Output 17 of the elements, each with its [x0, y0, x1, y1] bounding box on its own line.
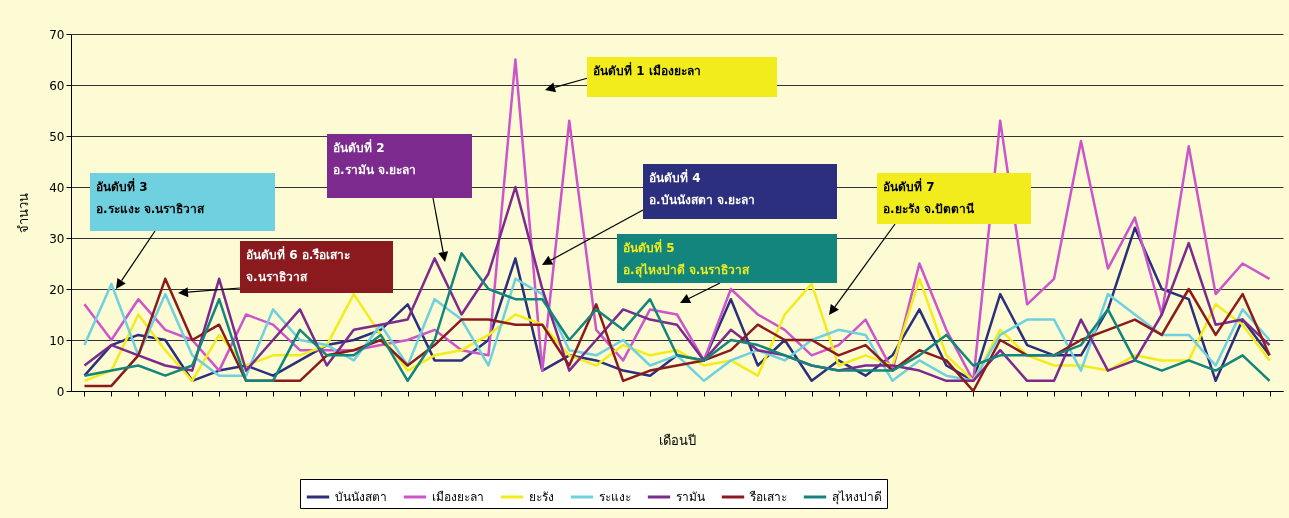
legend-label: รือเสาะ	[749, 490, 787, 504]
y-tick-label: 30	[49, 231, 65, 246]
legend-label: เมืองยะลา	[432, 490, 484, 504]
y-tick-label: 40	[49, 180, 65, 195]
y-axis-title: จำนวน	[16, 193, 32, 233]
y-tick-label: 70	[49, 27, 65, 42]
y-tick-label: 20	[49, 282, 65, 297]
legend-label: ระแงะ	[599, 490, 631, 504]
legend-label: สุไหงปาดี	[832, 490, 882, 505]
y-tick-label: 50	[49, 129, 65, 144]
y-tick-label: 10	[49, 333, 65, 348]
x-axis-title: เดือนปี	[659, 433, 696, 448]
legend-label: บันนังสตา	[335, 490, 387, 504]
y-tick-label: 60	[49, 78, 65, 93]
y-tick-label: 0	[56, 384, 65, 399]
legend-label: ยะรัง	[529, 490, 554, 504]
legend-label: รามัน	[676, 490, 705, 504]
